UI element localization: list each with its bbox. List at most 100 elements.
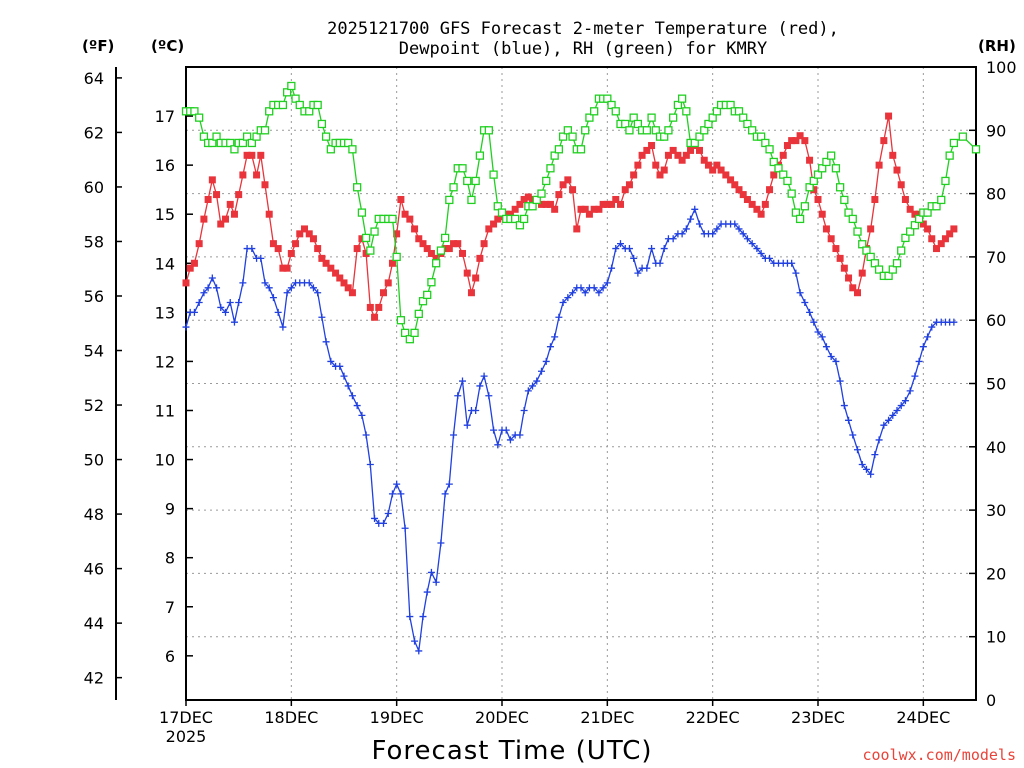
dewpoint-point <box>577 284 585 292</box>
x-axis-label: Forecast Time (UTC) <box>371 736 652 766</box>
celsius-tick-label: 14 <box>155 254 175 273</box>
temperature-point <box>722 171 730 179</box>
temperature-point <box>432 254 440 262</box>
dewpoint-point <box>832 357 840 365</box>
dewpoint-point <box>401 524 409 532</box>
temperature-point <box>463 269 471 277</box>
rh-point <box>291 94 300 103</box>
dewpoint-point <box>226 299 234 307</box>
rh-point <box>756 132 766 141</box>
temperature-point <box>524 193 532 201</box>
celsius-axis-unit: (ºC) <box>151 37 184 55</box>
dewpoint-point <box>546 343 554 351</box>
dewpoint-point <box>555 313 563 321</box>
rh-tick-label: 20 <box>986 564 1006 583</box>
rh-point <box>195 113 204 122</box>
dewpoint-point <box>603 279 611 287</box>
rh-point <box>660 132 669 141</box>
temperature-point <box>753 205 761 213</box>
dewpoint-point <box>871 451 879 459</box>
rh-point <box>475 151 485 160</box>
temperature-point <box>375 303 383 311</box>
dewpoint-point <box>362 431 370 439</box>
rh-point <box>467 195 476 205</box>
dewpoint-point <box>380 519 387 527</box>
temperature-point <box>445 245 453 253</box>
dewpoint-point <box>459 377 466 385</box>
plot-frame <box>185 66 977 701</box>
temperature-point <box>569 186 577 194</box>
rh-point <box>700 126 709 135</box>
temperature-point <box>292 240 300 248</box>
temperature-point <box>818 210 826 218</box>
dewpoint-point <box>230 318 238 326</box>
rh-point <box>866 252 875 262</box>
rh-point <box>489 170 498 179</box>
dewpoint-point <box>322 338 330 346</box>
fahrenheit-tick-label: 44 <box>84 614 104 633</box>
dewpoint-point <box>818 333 826 341</box>
dewpoint-point <box>885 416 893 424</box>
dewpoint-point <box>432 578 440 586</box>
temperature-point <box>796 132 804 140</box>
rh-point <box>629 113 638 122</box>
chart-title-line1: 2025121700 GFS Forecast 2-meter Temperat… <box>327 19 839 39</box>
temperature-point <box>937 240 945 248</box>
rh-point <box>242 132 252 141</box>
rh-point <box>427 278 436 287</box>
dewpoint-point <box>669 235 677 243</box>
temperature-point <box>265 210 273 218</box>
rh-point <box>862 246 871 255</box>
temperature-point <box>621 186 629 194</box>
temperature-point <box>257 151 265 159</box>
dewpoint-point <box>490 426 498 434</box>
temperature-point <box>573 225 581 233</box>
dewpoint-point <box>854 446 861 454</box>
dewpoint-point <box>893 406 901 414</box>
dewpoint-point <box>494 441 502 449</box>
rh-point <box>440 233 450 243</box>
rh-point <box>282 88 292 97</box>
rh-point <box>396 316 406 325</box>
celsius-tick-label: 11 <box>155 401 175 420</box>
dewpoint-point <box>524 387 532 395</box>
temperature-point <box>660 166 668 174</box>
temperature-point <box>204 195 212 203</box>
dewpoint-point <box>305 279 313 287</box>
temperature-point <box>253 171 261 179</box>
dewpoint-point <box>274 308 282 316</box>
temperature-point <box>506 210 514 218</box>
dewpoint-point <box>849 431 857 439</box>
dewpoint-point <box>564 294 572 302</box>
temperature-point <box>332 269 340 277</box>
temperature-point <box>208 176 216 184</box>
dewpoint-point <box>437 539 445 547</box>
temperature-point <box>269 240 277 248</box>
temperature-point <box>235 191 243 199</box>
rh-point <box>260 126 270 135</box>
temperature-point <box>731 181 739 189</box>
rh-point <box>400 328 410 338</box>
rh-point <box>287 81 296 91</box>
dewpoint-point <box>880 421 888 429</box>
x-tick-label: 21DEC <box>580 708 634 727</box>
dewpoint-point <box>371 514 379 522</box>
dewpoint-point <box>261 279 269 287</box>
dewpoint-point <box>678 230 686 238</box>
temperature-point <box>656 171 664 179</box>
temperature-point <box>682 151 690 159</box>
temperature-point <box>419 240 427 248</box>
dewpoint-point <box>344 382 352 390</box>
temperature-point <box>459 249 466 257</box>
rh-point <box>357 208 367 217</box>
temperature-point <box>748 200 756 208</box>
rh-point <box>445 195 454 205</box>
dewpoint-point <box>384 510 392 518</box>
rh-point <box>734 107 744 116</box>
temperature-point <box>309 235 317 243</box>
rh-point <box>423 290 432 300</box>
rh-point <box>532 195 541 205</box>
dewpoint-point <box>195 299 203 307</box>
temperature-point <box>371 313 379 321</box>
dewpoint-point <box>358 411 366 419</box>
